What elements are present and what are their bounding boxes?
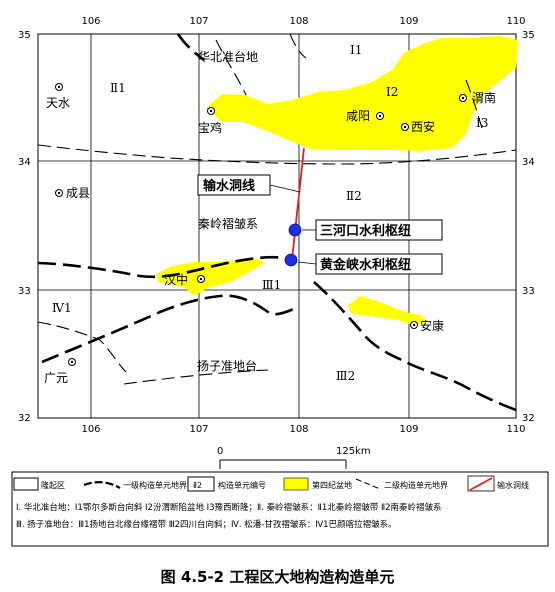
lat-tick-left: 35 bbox=[18, 30, 31, 41]
lon-tick-top: 109 bbox=[399, 16, 418, 27]
hanzhong-basin bbox=[156, 258, 266, 296]
legend-tunnel-label: 输水洞线 bbox=[497, 480, 529, 490]
legend-note-line2: Ⅲ. 扬子准地台：Ⅲ1扬地台北缘台缘褶带 Ⅲ2四川台向斜；Ⅳ. 松潘-甘孜褶皱系… bbox=[16, 520, 397, 530]
lat-tick-right: 34 bbox=[522, 157, 535, 168]
legend-note-line1: Ⅰ. 华北准台地：Ⅰ1鄂尔多斯台向斜 Ⅰ2汾渭断陷盆地 Ⅰ3豫西断隆；Ⅱ. 秦岭… bbox=[16, 503, 442, 513]
legend-unit-code-label: 构造单元编号 bbox=[218, 480, 266, 490]
legend-quaternary-swatch bbox=[283, 477, 309, 491]
second-order-boundary bbox=[37, 321, 127, 373]
first-order-boundary bbox=[176, 33, 205, 62]
legend-tunnel-swatch bbox=[469, 477, 493, 491]
scale-zero: 0 bbox=[217, 446, 223, 457]
sanhekou-label: 三河口水利枢纽 bbox=[320, 223, 411, 239]
city-label-baoji: 宝鸡 bbox=[198, 120, 222, 135]
legend-first-boundary-label: 一级构造单元地界 bbox=[123, 480, 187, 490]
first-order-boundaries bbox=[37, 33, 517, 412]
huangjinxia-label: 黄金峡水利枢纽 bbox=[320, 257, 411, 273]
second-order-boundary bbox=[37, 144, 517, 165]
sanhekou-dam-marker bbox=[288, 223, 302, 237]
region-label-yangtze: 扬子准地台 bbox=[197, 358, 257, 373]
city-label-chengxian: 成县 bbox=[66, 186, 90, 200]
city-marker-dots bbox=[57, 85, 465, 364]
second-order-boundaries bbox=[37, 33, 517, 385]
city-label-weinan: 渭南 bbox=[472, 90, 496, 105]
water-tunnel-line bbox=[291, 147, 305, 261]
lon-tick-bottom: 108 bbox=[289, 424, 308, 435]
tunnel-leader-line bbox=[269, 184, 301, 193]
lon-tick-top: 108 bbox=[289, 16, 308, 27]
huangjinxia-leader-line bbox=[297, 261, 317, 265]
legend-first-boundary-swatch bbox=[83, 481, 121, 489]
legend-second-boundary-swatch bbox=[355, 478, 381, 490]
unit-code-iii1: Ⅲ1 bbox=[262, 278, 281, 292]
lat-tick-right: 33 bbox=[522, 286, 535, 297]
map-frame bbox=[37, 33, 517, 419]
lon-tick-bottom: 110 bbox=[506, 424, 525, 435]
first-order-boundary bbox=[313, 281, 517, 412]
second-order-boundary bbox=[465, 79, 483, 129]
unit-code-iv1: Ⅳ1 bbox=[52, 301, 72, 315]
second-order-boundary bbox=[289, 33, 307, 59]
lat-tick-right: 35 bbox=[522, 30, 535, 41]
lon-tick-bottom: 109 bbox=[399, 424, 418, 435]
city-label-xian: 西安 bbox=[411, 119, 435, 134]
huangjinxia-dam-marker bbox=[284, 253, 298, 267]
city-label-ankang: 安康 bbox=[420, 318, 444, 333]
legend-unit-code-swatch bbox=[187, 476, 215, 492]
unit-code-ii2: Ⅱ2 bbox=[346, 189, 362, 203]
unit-code-i3: Ⅰ3 bbox=[476, 116, 488, 130]
lat-tick-left: 34 bbox=[18, 157, 31, 168]
lon-tick-bottom: 106 bbox=[81, 424, 100, 435]
weihe-basin bbox=[206, 36, 518, 151]
lat-tick-left: 33 bbox=[18, 286, 31, 297]
lon-tick-top: 110 bbox=[506, 16, 525, 27]
city-label-tianshui: 天水 bbox=[46, 96, 70, 110]
second-order-boundary bbox=[215, 39, 247, 96]
city-label-hanzhong: 汉中 bbox=[164, 272, 188, 287]
region-label-qinling: 秦岭褶皱系 bbox=[198, 216, 258, 231]
legend-second-boundary-label: 二级构造单元地界 bbox=[384, 480, 448, 490]
scale-bar: 0 125km bbox=[217, 446, 371, 469]
legend-uplift-swatch bbox=[13, 477, 39, 491]
lon-tick-top: 106 bbox=[81, 16, 100, 27]
legend-uplift-label: 隆起区 bbox=[41, 480, 65, 490]
unit-code-i1: Ⅰ1 bbox=[350, 43, 362, 57]
first-order-boundary bbox=[41, 294, 299, 364]
figure-caption: 图 4.5-2 工程区大地构造构造单元 bbox=[160, 568, 395, 586]
lat-tick-left: 32 bbox=[18, 413, 31, 424]
ankang-basin bbox=[348, 296, 428, 326]
lat-tick-right: 32 bbox=[522, 413, 535, 424]
legend-box bbox=[11, 471, 549, 547]
unit-code-iii2: Ⅲ2 bbox=[336, 369, 355, 383]
region-label-north-china: 华北准台地 bbox=[198, 49, 258, 64]
city-label-guangyuan: 广元 bbox=[44, 371, 68, 385]
tunnel-label: 输水洞线 bbox=[203, 178, 255, 194]
legend-quaternary-label: 第四纪盆地 bbox=[312, 480, 352, 490]
quaternary-basins bbox=[156, 36, 518, 326]
unit-code-ii1: Ⅱ1 bbox=[110, 81, 126, 95]
legend-unit-code-box-text: Ⅱ2 bbox=[193, 481, 202, 490]
lon-tick-top: 107 bbox=[189, 16, 208, 27]
lon-tick-bottom: 107 bbox=[189, 424, 208, 435]
unit-code-i2: Ⅰ2 bbox=[386, 85, 398, 99]
scale-end: 125km bbox=[336, 446, 371, 457]
first-order-boundary bbox=[37, 255, 283, 279]
city-label-xianyang: 咸阳 bbox=[346, 109, 370, 123]
